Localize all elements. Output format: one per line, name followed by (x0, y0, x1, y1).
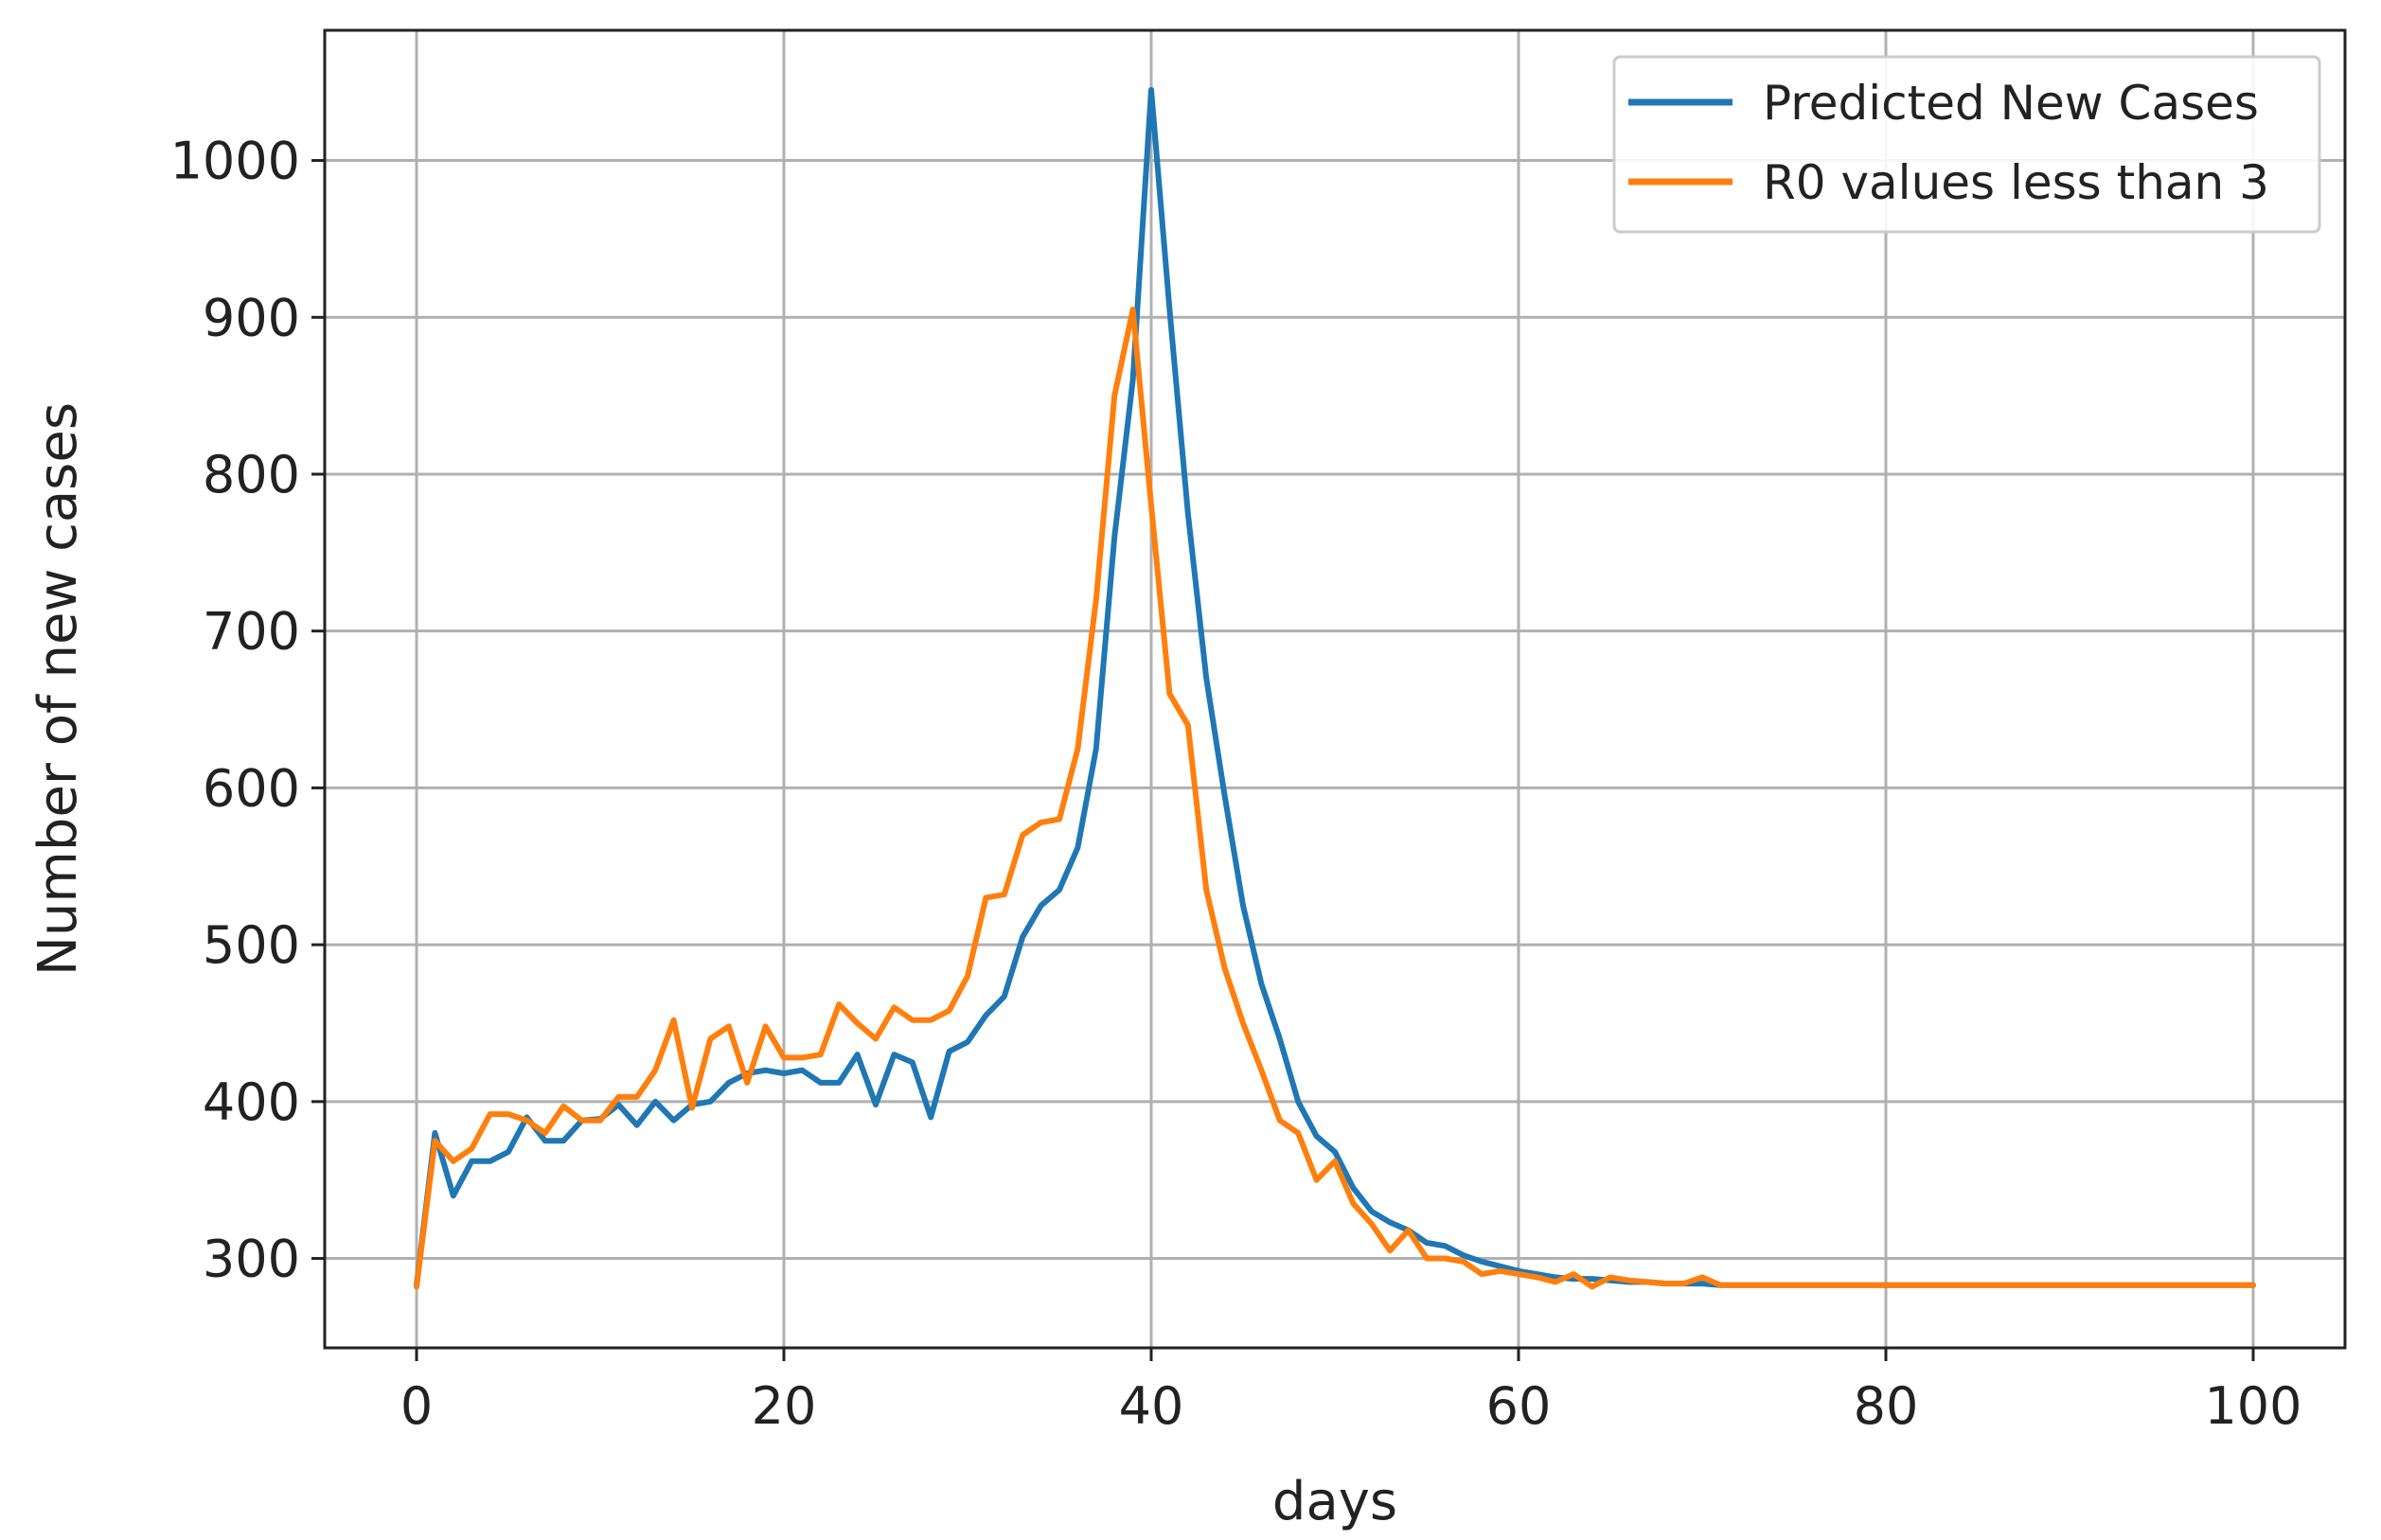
y-tick-label: 800 (203, 445, 300, 504)
y-tick-label: 1000 (170, 132, 300, 191)
y-tick-label: 300 (203, 1230, 300, 1289)
legend-label-r0: R0 values less than 3 (1763, 155, 2269, 210)
legend: Predicted New Cases R0 values less than … (1612, 55, 2321, 234)
x-tick-label: 100 (2204, 1376, 2301, 1436)
series-line-r0 (414, 307, 2256, 1290)
y-tick-label: 900 (203, 288, 300, 347)
legend-label-predicted: Predicted New Cases (1763, 76, 2259, 131)
x-axis-label: days (1272, 1471, 1397, 1532)
y-tick-label: 600 (203, 758, 300, 818)
x-tick-label: 20 (752, 1376, 817, 1436)
x-tick-label: 0 (400, 1376, 433, 1436)
y-tick-label: 500 (203, 915, 300, 975)
x-tick-label: 40 (1119, 1376, 1184, 1436)
plot-frame (323, 28, 2347, 1350)
y-axis-label: Number of new cases (27, 402, 89, 976)
x-tick-label: 80 (1854, 1376, 1919, 1436)
y-tick-label: 700 (203, 602, 300, 662)
plot-lines (414, 87, 2256, 1290)
legend-box (1612, 55, 2321, 234)
axis-ticks: 0 20 40 60 80 100 300 400 500 600 700 800 900 1000 (170, 132, 2302, 1436)
y-tick-label: 400 (203, 1072, 300, 1132)
x-tick-label: 60 (1486, 1376, 1552, 1436)
